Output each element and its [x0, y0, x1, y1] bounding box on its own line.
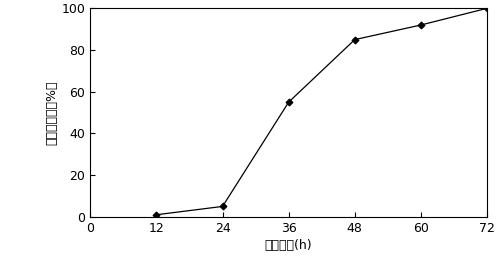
- X-axis label: 消耗时间(h): 消耗时间(h): [265, 239, 312, 252]
- Y-axis label: 苯酚降解率（%）: 苯酚降解率（%）: [46, 80, 59, 145]
